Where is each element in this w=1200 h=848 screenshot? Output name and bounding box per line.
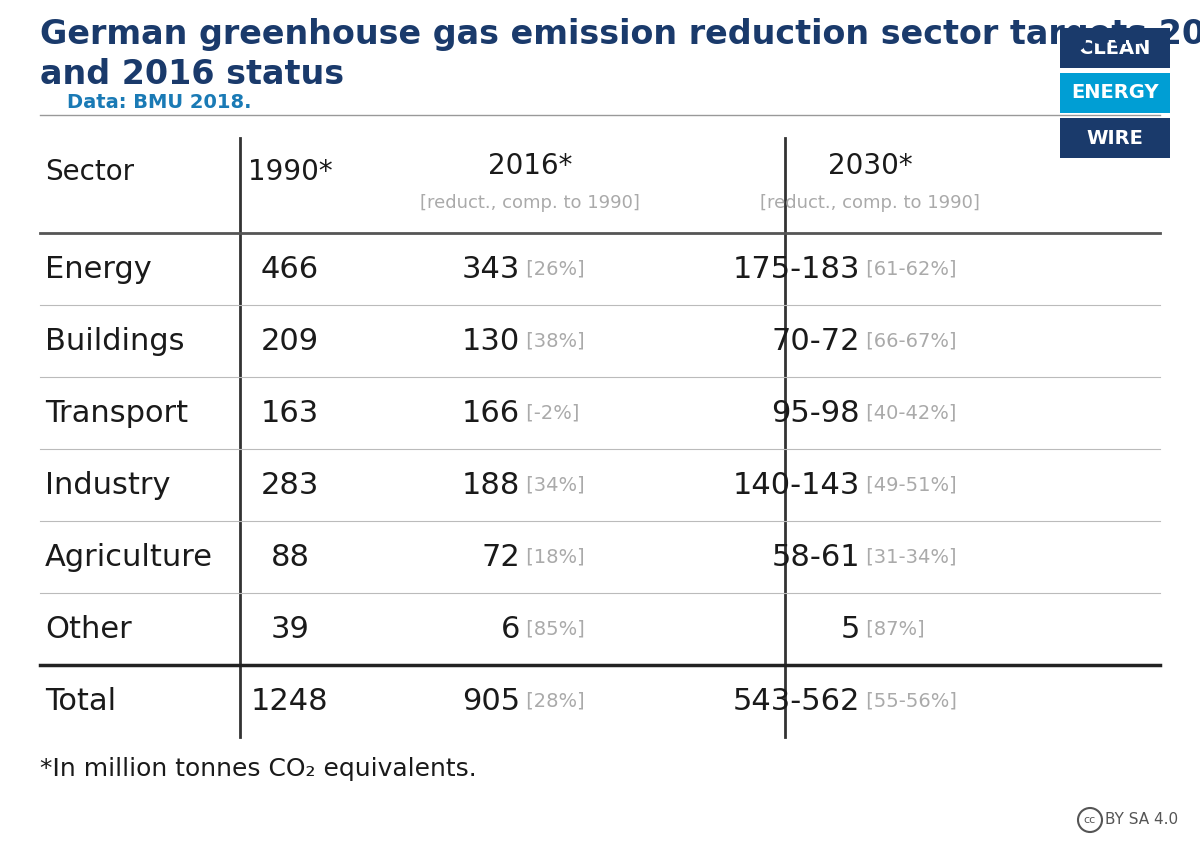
Text: Data: BMU 2018.: Data: BMU 2018. — [40, 93, 252, 112]
Text: 95-98: 95-98 — [772, 399, 860, 427]
Text: *In million tonnes CO₂ equivalents.: *In million tonnes CO₂ equivalents. — [40, 757, 476, 781]
Text: WIRE: WIRE — [1086, 129, 1144, 148]
Text: Total: Total — [46, 687, 116, 716]
Text: 209: 209 — [260, 326, 319, 355]
Text: [40-42%]: [40-42%] — [860, 404, 956, 422]
Text: CLEAN: CLEAN — [1079, 38, 1151, 58]
Text: 466: 466 — [260, 254, 319, 283]
Text: cc: cc — [1084, 815, 1096, 825]
Text: 2016*: 2016* — [488, 152, 572, 180]
Text: German greenhouse gas emission reduction sector targets 2030: German greenhouse gas emission reduction… — [40, 18, 1200, 51]
Text: 175-183: 175-183 — [732, 254, 860, 283]
Bar — [1060, 73, 1170, 113]
Text: [66-67%]: [66-67%] — [860, 332, 956, 350]
Text: 166: 166 — [462, 399, 520, 427]
Text: [reduct., comp. to 1990]: [reduct., comp. to 1990] — [420, 194, 640, 213]
Text: [85%]: [85%] — [520, 620, 584, 639]
Text: [34%]: [34%] — [520, 476, 584, 494]
Text: 1990*: 1990* — [247, 158, 332, 186]
Text: 88: 88 — [270, 543, 310, 572]
Text: Other: Other — [46, 615, 132, 644]
Text: 70-72: 70-72 — [772, 326, 860, 355]
Text: [28%]: [28%] — [520, 691, 584, 711]
Bar — [1060, 118, 1170, 158]
Text: 6: 6 — [500, 615, 520, 644]
Text: [55-56%]: [55-56%] — [860, 691, 956, 711]
Text: 905: 905 — [462, 687, 520, 716]
Text: [-2%]: [-2%] — [520, 404, 580, 422]
Text: Industry: Industry — [46, 471, 170, 499]
Text: [reduct., comp. to 1990]: [reduct., comp. to 1990] — [760, 194, 980, 213]
Text: 130: 130 — [462, 326, 520, 355]
Text: [18%]: [18%] — [520, 548, 584, 566]
Text: ENERGY: ENERGY — [1072, 83, 1159, 103]
Text: BY SA 4.0: BY SA 4.0 — [1105, 812, 1178, 828]
Text: [87%]: [87%] — [860, 620, 925, 639]
Text: [31-34%]: [31-34%] — [860, 548, 956, 566]
Text: 2030*: 2030* — [828, 152, 912, 180]
Text: Buildings: Buildings — [46, 326, 185, 355]
Text: [38%]: [38%] — [520, 332, 584, 350]
Text: 188: 188 — [462, 471, 520, 499]
Text: 543-562: 543-562 — [733, 687, 860, 716]
Text: 140-143: 140-143 — [733, 471, 860, 499]
Text: 283: 283 — [260, 471, 319, 499]
Text: 58-61: 58-61 — [772, 543, 860, 572]
Text: 163: 163 — [260, 399, 319, 427]
Text: [26%]: [26%] — [520, 259, 584, 278]
Text: Sector: Sector — [46, 158, 134, 186]
Text: 1248: 1248 — [251, 687, 329, 716]
Text: 343: 343 — [462, 254, 520, 283]
Text: 5: 5 — [841, 615, 860, 644]
Text: 39: 39 — [270, 615, 310, 644]
Text: 72: 72 — [481, 543, 520, 572]
Text: Agriculture: Agriculture — [46, 543, 214, 572]
Text: [61-62%]: [61-62%] — [860, 259, 956, 278]
Text: Transport: Transport — [46, 399, 188, 427]
Text: [49-51%]: [49-51%] — [860, 476, 956, 494]
Text: Energy: Energy — [46, 254, 151, 283]
Text: and 2016 status: and 2016 status — [40, 58, 344, 91]
Bar — [1060, 28, 1170, 68]
